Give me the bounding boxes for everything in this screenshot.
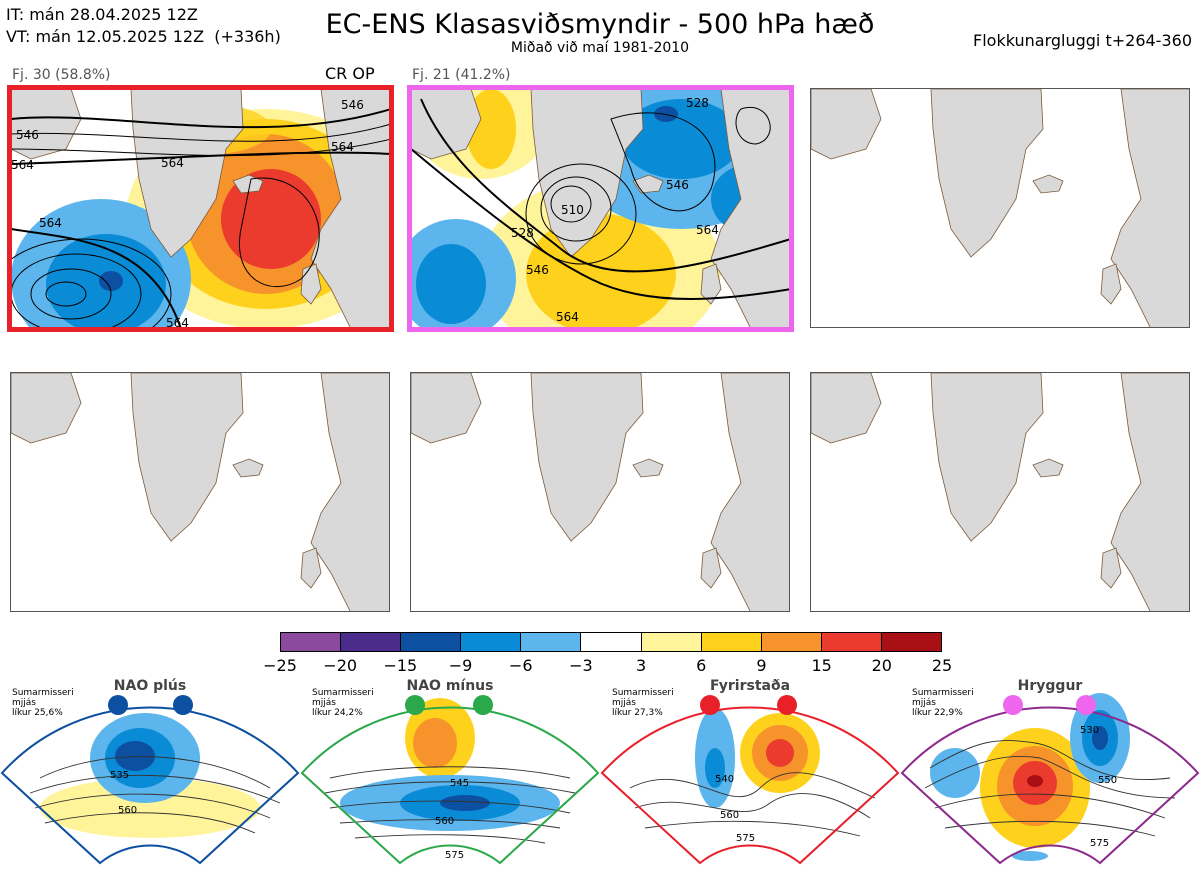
contour-label: 564 bbox=[11, 158, 34, 172]
colorbar-swatch bbox=[401, 633, 462, 651]
cluster-map-empty bbox=[10, 372, 390, 612]
colorbar-tick-label: −25 bbox=[263, 656, 297, 675]
colorbar-swatch bbox=[821, 633, 882, 651]
window-label: Flokkunargluggi t+264-360 bbox=[973, 31, 1192, 50]
contour-label: 546 bbox=[526, 263, 549, 277]
colorbar-tick-label: −9 bbox=[448, 656, 473, 675]
contour-label: 510 bbox=[561, 203, 584, 217]
contour-label: 560 bbox=[118, 805, 137, 816]
contour-label: 564 bbox=[39, 216, 62, 230]
it-line: IT: mán 28.04.2025 12Z bbox=[6, 5, 198, 24]
regime-name: Fyrirstaða bbox=[709, 678, 791, 694]
colorbar-swatch bbox=[761, 633, 822, 651]
colorbar-swatch bbox=[341, 633, 402, 651]
cluster-map-empty bbox=[810, 88, 1190, 328]
contour-label: 535 bbox=[110, 770, 129, 781]
regime-dot bbox=[473, 695, 493, 715]
colorbar-tick-label: 20 bbox=[871, 656, 892, 675]
regime-note: Sumarmisseri mjjás líkur 24,2% bbox=[312, 688, 374, 718]
colorbar-swatch bbox=[281, 633, 342, 651]
cluster-2-label: Fj. 21 (41.2%) bbox=[412, 67, 511, 83]
regime-name: NAO plús bbox=[113, 678, 187, 694]
regime-note: Sumarmisseri mjjás líkur 27,3% bbox=[612, 688, 674, 718]
contour-label: 560 bbox=[720, 810, 739, 821]
regime-dot bbox=[700, 695, 720, 715]
page-title: EC-ENS Klasasviðsmyndir - 500 hPa hæð bbox=[325, 9, 875, 40]
colorbar-swatch bbox=[581, 633, 642, 651]
regime-dot bbox=[777, 695, 797, 715]
contour-label: 546 bbox=[341, 98, 364, 112]
regime-dot bbox=[108, 695, 128, 715]
regime-name: Hryggur bbox=[1017, 678, 1083, 694]
regime-note: Sumarmisseri mjjás líkur 25,6% bbox=[12, 688, 74, 718]
contour-label: 546 bbox=[16, 128, 39, 142]
contour-label: 540 bbox=[715, 774, 734, 785]
page-subtitle: Miðað við maí 1981-2010 bbox=[510, 40, 690, 56]
cluster-map-1: 546 546 564 564 564 564 564 bbox=[10, 88, 390, 328]
colorbar-swatch bbox=[521, 633, 582, 651]
contour-label: 564 bbox=[166, 316, 189, 328]
colorbar-tick-label: 25 bbox=[931, 656, 953, 675]
header-info: IT: mán 28.04.2025 12Z VT: mán 12.05.2025… bbox=[6, 4, 281, 48]
colorbar-swatch bbox=[701, 633, 762, 651]
regime-dot bbox=[173, 695, 193, 715]
colorbar-swatch bbox=[641, 633, 702, 651]
contour-label: 545 bbox=[450, 778, 469, 789]
contour-label: 564 bbox=[161, 156, 184, 170]
regime-dot bbox=[1003, 695, 1023, 715]
colorbar-tick-label: 6 bbox=[696, 656, 707, 675]
contour-label: 530 bbox=[1080, 725, 1099, 736]
regime-note: Sumarmisseri mjjás líkur 22,9% bbox=[912, 688, 974, 718]
cluster-map-empty bbox=[410, 372, 790, 612]
regime-dot bbox=[405, 695, 425, 715]
regime-hryggur: 530 550 575 Hryggur Sumarmisseri mjjás l… bbox=[900, 678, 1200, 868]
colorbar bbox=[280, 632, 942, 652]
regime-nao-minus: 545 560 575 NAO mínus Sumarmisseri mjjás… bbox=[300, 678, 600, 868]
contour-label: 550 bbox=[1098, 775, 1117, 786]
regime-fyrirstada: 540 560 575 Fyrirstaða Sumarmisseri mjjá… bbox=[600, 678, 900, 868]
contour-label: 546 bbox=[666, 178, 689, 192]
colorbar-tick-label: −6 bbox=[508, 656, 533, 675]
contour-label: 564 bbox=[696, 223, 719, 237]
cluster-map-empty bbox=[810, 372, 1190, 612]
cluster-1-tag: CR OP bbox=[325, 64, 375, 83]
regime-name: NAO mínus bbox=[406, 678, 494, 694]
colorbar-swatch bbox=[461, 633, 522, 651]
vt-line: VT: mán 12.05.2025 12Z (+336h) bbox=[6, 27, 281, 46]
colorbar-tick-label: −3 bbox=[569, 656, 593, 675]
contour-label: 528 bbox=[686, 96, 709, 110]
contour-label: 528 bbox=[511, 226, 534, 240]
regime-dot bbox=[1076, 695, 1096, 715]
colorbar-tick-label: 9 bbox=[756, 656, 767, 675]
contour-label: 560 bbox=[435, 816, 454, 827]
cluster-map-2: 528 510 528 546 546 564 564 bbox=[410, 88, 790, 328]
cluster-1-label: Fj. 30 (58.8%) bbox=[12, 67, 111, 83]
contour-label: 564 bbox=[556, 310, 579, 324]
colorbar-tick-label: 15 bbox=[811, 656, 832, 675]
colorbar-tick-label: −20 bbox=[323, 656, 358, 675]
contour-label: 564 bbox=[331, 140, 354, 154]
contour-label: 575 bbox=[445, 850, 464, 861]
colorbar-tick-label: 3 bbox=[635, 656, 647, 675]
colorbar-tick-label: −15 bbox=[383, 656, 418, 675]
contour-label: 575 bbox=[1090, 838, 1109, 849]
colorbar-swatch bbox=[881, 633, 942, 651]
contour-label: 575 bbox=[736, 833, 755, 844]
regime-nao-plus: 535 560 NAO plús Sumarmisseri mjjás líku… bbox=[0, 678, 300, 868]
